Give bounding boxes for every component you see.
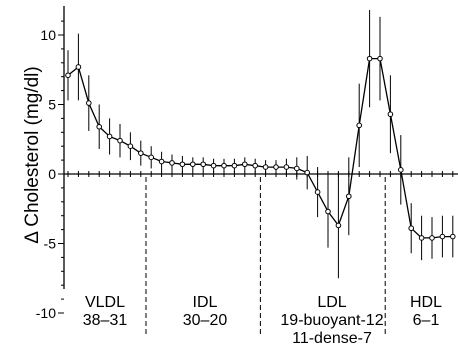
data-point (242, 161, 248, 168)
data-point (96, 123, 102, 130)
data-point (127, 143, 134, 149)
data-point (252, 162, 258, 169)
region-vldl-name: VLDL (85, 294, 125, 311)
data-point (65, 72, 71, 79)
data-point (169, 160, 175, 166)
region-ldl-range: 19-buoyant-12 (280, 312, 383, 329)
data-point (398, 167, 404, 173)
y-tick-label: -5 (44, 236, 57, 252)
region-idl-range: 30–20 (183, 312, 228, 329)
data-point (387, 111, 394, 118)
data-point (283, 164, 290, 170)
region-hdl-name: HDL (410, 294, 442, 311)
y-tick-label: 0 (48, 166, 56, 182)
data-point (304, 169, 311, 176)
region-ldl-name: LDL (317, 294, 346, 311)
data-point (148, 154, 154, 161)
data-point (418, 235, 425, 241)
data-point (294, 165, 300, 172)
data-point (210, 162, 217, 169)
y-axis-label: Δ Cholesterol (mg/dl) (22, 66, 43, 243)
data-point (86, 100, 92, 106)
data-point (117, 137, 123, 144)
data-point (314, 189, 321, 195)
data-point (335, 222, 342, 229)
data-point (75, 64, 82, 70)
data-point (231, 162, 238, 169)
y-tick-label: -10 (36, 305, 56, 321)
data-point (356, 122, 363, 129)
data-point (346, 193, 352, 200)
region-idl-name: IDL (193, 294, 218, 311)
region-dividers (145, 177, 386, 337)
data-point (158, 158, 165, 165)
data-point (179, 161, 186, 168)
y-tick-label: 5 (48, 97, 56, 113)
data-point (429, 235, 435, 241)
y-tick-labels: 10 5 0 -5 -10 (36, 27, 56, 321)
data-point (190, 161, 196, 168)
data-point (439, 233, 446, 240)
y-tick-label: 10 (40, 27, 56, 43)
data-point (273, 164, 279, 170)
data-point (262, 164, 269, 170)
axes (58, 6, 458, 314)
data-point (138, 150, 144, 156)
region-hdl-range: 6–1 (413, 312, 440, 329)
data-point (221, 162, 227, 169)
region-ldl-range-dense: 11-dense-7 (292, 330, 372, 347)
data-point (200, 161, 206, 168)
data-point (325, 208, 331, 215)
data-point (366, 55, 373, 62)
data-point (106, 133, 113, 140)
data-point (450, 233, 456, 240)
data-points (65, 55, 456, 241)
region-vldl-range: 38–31 (83, 312, 128, 329)
data-point (377, 55, 383, 62)
data-point (408, 225, 415, 232)
